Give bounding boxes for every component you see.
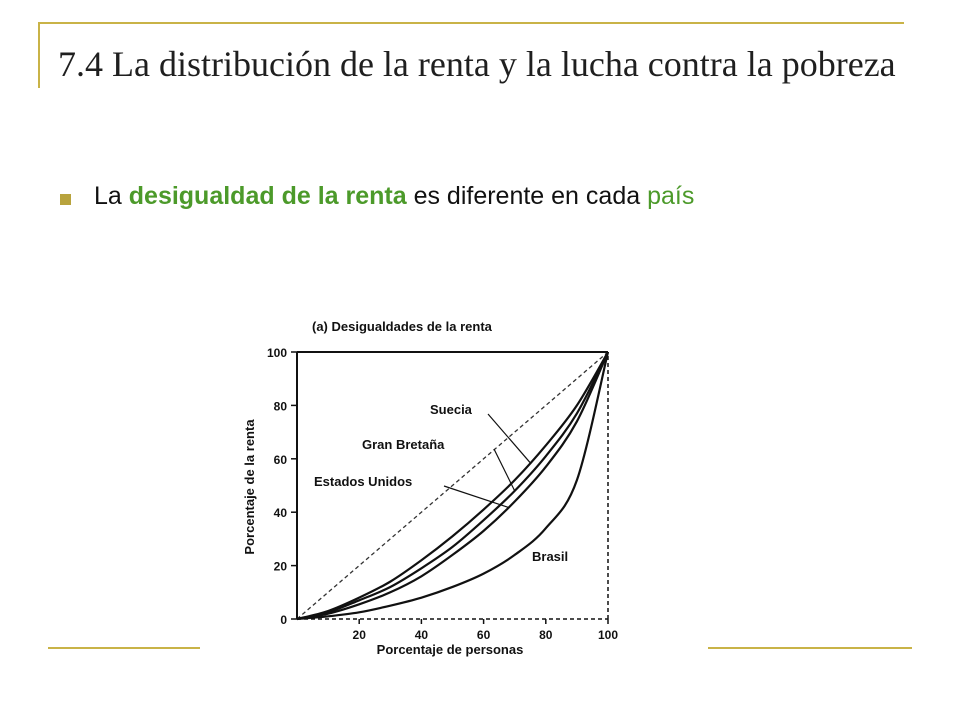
- y-tick-label: 40: [274, 506, 288, 520]
- bottom-rule-left: [48, 647, 200, 649]
- bullet-text-country: país: [647, 182, 695, 210]
- x-tick-label: 80: [539, 628, 553, 642]
- y-tick-label: 60: [274, 453, 288, 467]
- top-rule: [38, 22, 904, 24]
- bullet-text-part1: La: [94, 182, 129, 210]
- chart-svg: (a) Desigualdades de la renta Porcentaje…: [242, 319, 618, 657]
- lorenz-curve-estados-unidos: [296, 351, 610, 621]
- plot-area: 0 20 40 60 80 100 20 40 60 80 100 Suecia Gran Bretañ…: [267, 346, 618, 642]
- y-tick-label: 100: [267, 346, 287, 360]
- bullet-marker: [60, 194, 71, 205]
- series-label-suecia: Suecia: [430, 402, 473, 417]
- bullet-text: La desigualdad de la renta es diferente …: [94, 180, 874, 212]
- x-tick-label: 20: [353, 628, 367, 642]
- x-axis-label: Porcentaje de personas: [377, 642, 524, 657]
- series-leader-line: [443, 485, 509, 508]
- series-label-brasil: Brasil: [532, 549, 568, 564]
- y-axis-label: Porcentaje de la renta: [242, 419, 257, 555]
- x-tick-label: 60: [477, 628, 491, 642]
- lorenz-curve-gran-bretaña: [296, 351, 609, 621]
- y-tick-label: 0: [280, 613, 287, 627]
- x-tick-label: 100: [598, 628, 618, 642]
- bullet-text-part3: es diferente en cada: [406, 182, 648, 210]
- series-label-gran-bretaña: Gran Bretaña: [362, 437, 445, 452]
- chart-title: (a) Desigualdades de la renta: [312, 319, 493, 334]
- y-tick-label: 20: [274, 560, 288, 574]
- y-tick-label: 80: [274, 399, 288, 413]
- lorenz-chart: (a) Desigualdades de la renta Porcentaje…: [232, 305, 692, 660]
- bullet-text-highlight: desigualdad de la renta: [128, 182, 407, 210]
- slide-title: 7.4 La distribución de la renta y la luc…: [58, 44, 896, 84]
- lorenz-curve-brasil: [296, 351, 610, 621]
- x-tick-label: 40: [415, 628, 429, 642]
- series-leader-line: [487, 413, 531, 464]
- series-leader-line: [493, 448, 516, 492]
- left-rule: [38, 22, 40, 88]
- lorenz-curve-suecia: [296, 351, 609, 621]
- equality-line: [296, 351, 609, 620]
- series-label-estados-unidos: Estados Unidos: [314, 474, 412, 489]
- bottom-rule-right: [708, 647, 912, 649]
